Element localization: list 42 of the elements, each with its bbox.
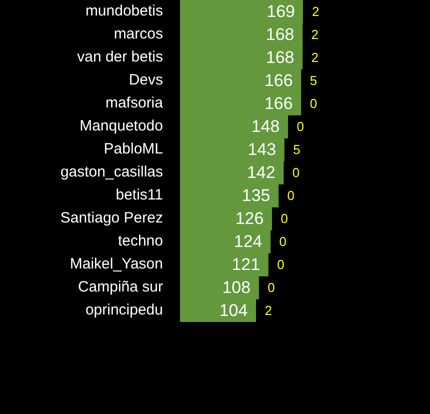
annotation: 0 [280, 211, 288, 226]
annotation: 2 [312, 4, 320, 20]
annotation: 0 [277, 257, 284, 272]
annotation: 0 [310, 96, 318, 112]
y-tick-label: oprincipedu [85, 302, 163, 319]
annotation: 0 [292, 165, 300, 180]
data-label: 143 [248, 140, 276, 160]
annotation: 2 [264, 303, 272, 318]
data-label: 135 [242, 186, 270, 206]
y-tick-label: mafsoria [105, 94, 164, 112]
y-tick-label: Devs [128, 72, 163, 89]
annotation: 5 [310, 73, 318, 88]
data-label: 126 [235, 209, 264, 228]
annotation: 2 [311, 50, 319, 66]
y-tick-label: mundobetis [85, 2, 163, 20]
y-tick-label: Maikel_Yason [70, 256, 163, 273]
y-tick-label: Manquetodo [80, 118, 163, 135]
data-label: 142 [246, 163, 276, 182]
y-tick-label: marcos [114, 26, 163, 43]
y-tick-label: Campiña sur [78, 278, 163, 296]
data-label: 108 [222, 278, 251, 298]
data-label: 166 [264, 94, 293, 114]
y-tick-label: van der betis [77, 48, 163, 66]
annotation: 0 [268, 280, 275, 296]
data-label: 166 [264, 71, 293, 90]
data-label: 169 [266, 2, 295, 22]
data-label: 168 [266, 48, 294, 68]
y-tick-label: betis11 [116, 186, 163, 204]
data-label: 148 [251, 117, 280, 136]
data-label: 168 [266, 25, 294, 44]
y-tick-label: gaston_casillas [60, 164, 163, 181]
y-tick-label: Santiago Perez [60, 210, 163, 227]
annotation: 0 [287, 188, 294, 204]
annotation: 0 [279, 234, 286, 250]
y-tick-label: techno [118, 232, 163, 250]
data-label: 121 [232, 255, 260, 274]
annotation: 5 [293, 142, 300, 158]
data-label: 104 [219, 301, 248, 320]
annotation: 2 [311, 27, 319, 42]
annotation: 0 [296, 119, 304, 134]
y-tick-label: PabloML [104, 140, 163, 158]
data-label: 124 [234, 232, 262, 252]
